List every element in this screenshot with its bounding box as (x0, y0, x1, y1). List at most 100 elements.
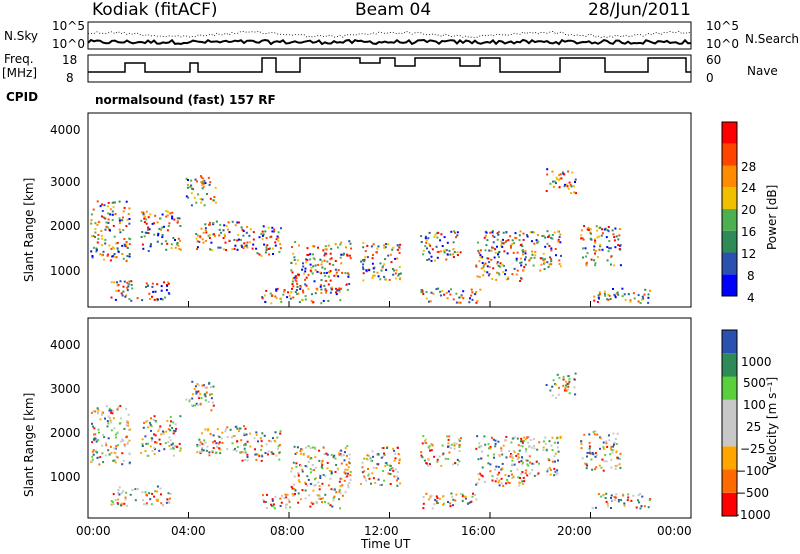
power-cell (544, 258, 546, 261)
velocity-cell (420, 454, 423, 457)
velocity-cell (274, 495, 277, 498)
velocity-cell (454, 462, 457, 465)
power-cell (393, 269, 396, 272)
velocity-cell (348, 461, 351, 464)
power-cell (428, 258, 431, 261)
freq-trace (88, 57, 691, 73)
power-cell (560, 177, 563, 180)
velocity-cell (91, 458, 94, 461)
power-cell (379, 262, 382, 265)
velocity-cell (457, 438, 460, 441)
velocity-cell (525, 448, 527, 451)
velocity-cell (501, 453, 504, 456)
velocity-cell (279, 505, 282, 507)
velocity-cell (278, 444, 281, 447)
power-cell (600, 234, 603, 237)
power-cell (567, 170, 570, 173)
power-cell (309, 253, 312, 256)
velocity-cell (528, 455, 531, 458)
power-cell (193, 196, 196, 199)
velocity-cbar-tick: −25 (740, 442, 766, 456)
velocity-cell (396, 484, 399, 487)
power-cell (92, 208, 95, 211)
velocity-cell (533, 445, 535, 447)
power-cell (220, 231, 222, 234)
power-cell (637, 294, 640, 297)
velocity-cell (304, 481, 307, 484)
power-cell (165, 289, 168, 292)
power-cell (421, 290, 424, 293)
power-cell (314, 269, 317, 272)
velocity-cell (595, 454, 598, 457)
velocity-cell (435, 495, 438, 498)
velocity-cell (375, 467, 378, 469)
power-cell (558, 186, 561, 189)
velocity-cell (433, 455, 436, 458)
power-cell (269, 292, 272, 295)
velocity-cell (234, 447, 236, 450)
power-cell (426, 247, 428, 250)
velocity-cell (94, 410, 97, 413)
power-cell (511, 239, 514, 242)
power-cell (190, 179, 193, 182)
velocity-cell (580, 442, 583, 445)
velocity-cell (346, 468, 349, 471)
noise-tick-bottom-right: 10^0 (706, 37, 739, 51)
velocity-cell (557, 393, 560, 396)
velocity-cell (212, 401, 214, 404)
power-cell (398, 265, 401, 268)
velocity-cell (149, 498, 152, 501)
power-cell (159, 297, 162, 300)
power-cell (516, 251, 519, 254)
power-cell (197, 193, 200, 196)
power-cell (494, 251, 497, 254)
power-cell (147, 232, 150, 235)
velocity-cell (122, 459, 125, 462)
power-cell (118, 217, 121, 220)
velocity-cell (556, 469, 559, 472)
power-cell (487, 274, 490, 277)
power-cell (290, 262, 293, 264)
power-cell (168, 222, 171, 225)
velocity-cell (145, 503, 148, 506)
power-cell (570, 192, 573, 194)
power-cell (388, 278, 391, 281)
power-cell (543, 268, 546, 271)
power-cell (90, 222, 93, 225)
velocity-cell (129, 428, 132, 431)
power-cell (200, 227, 203, 230)
velocity-cell (588, 451, 591, 454)
power-cell (558, 177, 561, 180)
power-cell (173, 218, 176, 221)
power-cell (496, 232, 499, 235)
power-cell (435, 245, 438, 248)
velocity-cell (607, 505, 609, 508)
power-cell (212, 199, 215, 202)
velocity-cell (480, 457, 483, 460)
power-cell (195, 233, 198, 235)
velocity-cell (489, 446, 492, 448)
velocity-cell (494, 439, 497, 442)
power-cell (503, 250, 506, 253)
velocity-cell (298, 480, 301, 483)
power-cell (240, 226, 243, 229)
velocity-cell (313, 469, 315, 471)
power-cell (319, 258, 322, 261)
power-cell (346, 254, 349, 257)
power-cell (322, 249, 325, 252)
velocity-cell (335, 491, 338, 494)
velocity-cell (319, 474, 322, 477)
power-cell (385, 268, 388, 271)
velocity-cell (209, 432, 212, 435)
velocity-cell (537, 472, 540, 475)
velocity-cell (113, 459, 116, 462)
power-cell (570, 185, 573, 188)
velocity-cell (329, 504, 332, 507)
power-cell (533, 231, 536, 234)
power-cell (452, 253, 455, 256)
power-cell (344, 272, 347, 275)
velocity-cell (302, 453, 305, 456)
velocity-cell (163, 448, 166, 451)
power-cell (167, 282, 170, 285)
power-cell (118, 200, 121, 203)
